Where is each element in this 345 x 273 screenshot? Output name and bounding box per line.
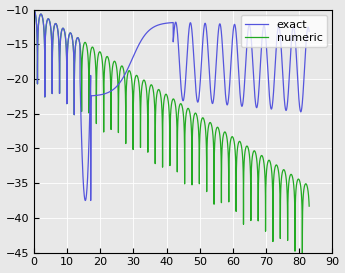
exact xyxy=(307,204,311,208)
Line: numeric: numeric xyxy=(34,10,309,200)
numeric xyxy=(103,92,107,95)
numeric xyxy=(32,8,36,11)
exact xyxy=(199,119,203,123)
numeric xyxy=(73,56,77,59)
numeric xyxy=(83,199,87,202)
exact xyxy=(32,8,36,11)
numeric xyxy=(46,17,50,20)
exact xyxy=(177,108,181,111)
numeric xyxy=(307,30,311,33)
exact xyxy=(173,100,177,103)
Line: exact: exact xyxy=(34,10,309,259)
Legend: exact, numeric: exact, numeric xyxy=(241,15,327,47)
exact xyxy=(73,56,77,59)
numeric xyxy=(177,50,181,53)
exact xyxy=(103,61,107,64)
exact xyxy=(300,257,304,260)
exact xyxy=(46,17,50,20)
numeric xyxy=(173,23,177,26)
numeric xyxy=(199,63,203,67)
